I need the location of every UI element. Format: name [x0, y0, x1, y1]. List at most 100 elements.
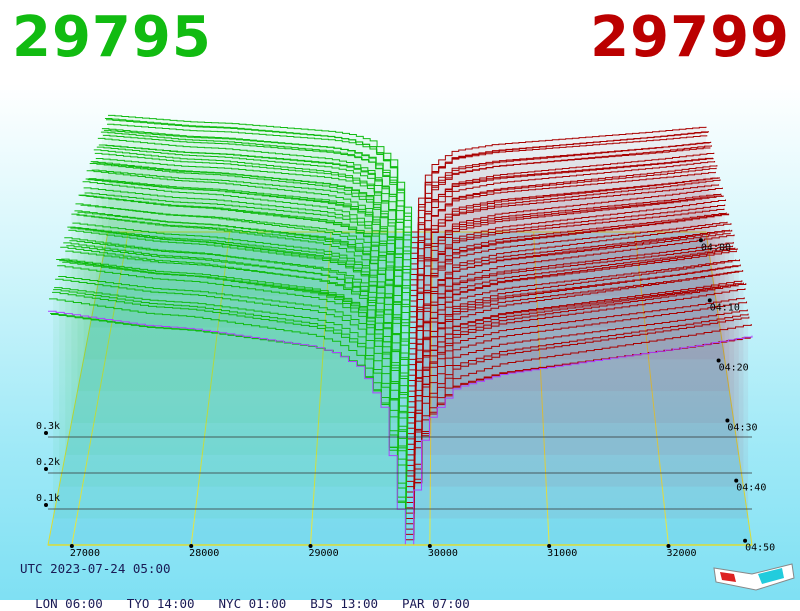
bid-depth-snapshot-35	[72, 222, 409, 418]
time-tick-label-0: 04:00	[701, 242, 731, 253]
bid-depth-snapshot-16	[91, 169, 411, 317]
bid-depth-snapshot-40	[67, 226, 408, 445]
utc-timestamp: UTC 2023-07-24 05:00	[20, 561, 171, 576]
ask-depth-snapshot-3	[411, 131, 709, 249]
ask-depth-snapshot-28	[409, 213, 729, 382]
bid-depth-snapshot-44	[63, 242, 408, 466]
ask-depth-snapshot-32	[408, 223, 732, 403]
ask-depth-snapshot-27	[409, 221, 728, 376]
ask-depth-snapshot-30	[408, 229, 730, 392]
price-tick-label-5: 32000	[666, 548, 696, 559]
bid-depth-snapshot-25	[82, 181, 410, 365]
bid-depth-snapshot-46	[61, 258, 408, 477]
bid-depth-snapshot-7	[100, 131, 412, 270]
ask-depth-snapshot-36	[408, 234, 735, 424]
bid-depth-snapshot-59	[48, 310, 406, 545]
time-tick-dot-2	[716, 358, 721, 363]
grid-line-27000	[71, 231, 129, 546]
ask-depth-snapshot-23	[409, 208, 725, 355]
ask-depth-snapshot-20	[409, 195, 723, 339]
ask-depth-snapshot-37	[408, 247, 736, 429]
bid-price: 29795	[12, 5, 212, 70]
time-tick-label-3: 04:30	[727, 423, 757, 434]
ask-price: 29799	[590, 5, 790, 70]
ask-depth-snapshot-51	[406, 283, 747, 504]
depth-tick-label-0: 0.1k	[36, 493, 60, 504]
bid-depth-snapshot-33	[74, 210, 409, 408]
bid-depth-snapshot-51	[56, 259, 407, 503]
bid-depth-snapshot-0	[108, 114, 413, 232]
ask-depth-snapshot-46	[407, 280, 743, 477]
world-clocks: LON 06:00 TYO 14:00 NYC 01:00 BJS 13:00 PAR …	[20, 581, 494, 611]
grid-line-30000	[429, 231, 433, 546]
ask-depth-snapshot-52	[406, 301, 748, 509]
bid-depth-snapshot-17	[90, 161, 411, 323]
bid-depth-snapshot-23	[84, 192, 410, 355]
price-tick-label-1: 28000	[189, 548, 219, 559]
ask-depth-snapshot-22	[409, 195, 724, 350]
ask-depth-snapshot-12	[410, 171, 716, 297]
time-tick-dot-1	[707, 298, 712, 303]
grid-line-29000	[310, 231, 332, 546]
ask-depth-snapshot-42	[407, 270, 740, 456]
bid-depth-snapshot-4	[103, 129, 412, 254]
bid-depth-snapshot-36	[71, 213, 409, 423]
depth-tick-dot-2	[44, 431, 48, 435]
ask-depth-snapshot-0	[411, 126, 707, 233]
ask-depth-snapshot-59	[405, 335, 753, 546]
bid-depth-snapshot-12	[95, 157, 411, 296]
bid-depth-snapshot-29	[78, 194, 410, 386]
bid-depth-snapshot-57	[50, 312, 407, 535]
ask-depth-snapshot-10	[410, 152, 715, 286]
bid-depth-snapshot-22	[85, 178, 410, 349]
depth-tick-dot-0	[44, 503, 48, 507]
bid-fill-54	[53, 289, 406, 519]
bid-depth-snapshot-55	[52, 291, 407, 524]
bid-depth-snapshot-5	[102, 134, 412, 259]
bid-depth-snapshot-24	[83, 187, 410, 360]
bid-depth-snapshot-27	[80, 204, 410, 376]
ask-depth-snapshot-25	[409, 199, 726, 366]
ask-depth-snapshot-19	[409, 193, 722, 334]
time-tick-dot-0	[698, 238, 703, 243]
ask-depth-snapshot-50	[406, 288, 746, 498]
ask-depth-snapshot-11	[410, 161, 716, 291]
ask-depth-snapshot-43	[407, 259, 741, 461]
bid-depth-snapshot-49	[58, 275, 407, 492]
bid-fill-42	[65, 251, 408, 455]
ask-depth-snapshot-7	[411, 145, 712, 270]
ask-depth-snapshot-6	[411, 141, 712, 265]
ask-depth-snapshot-54	[406, 313, 749, 519]
ask-depth-snapshot-15	[410, 177, 719, 313]
ask-depth-snapshot-35	[408, 242, 734, 419]
bid-depth-snapshot-9	[98, 144, 412, 280]
bid-depth-snapshot-18	[89, 162, 411, 328]
ask-depth-snapshot-38	[408, 259, 737, 435]
price-tick-dot-3	[427, 544, 432, 548]
clock-tokyo: TYO 14:00	[126, 596, 195, 611]
bid-depth-snapshot-14	[93, 149, 411, 307]
ask-depth-snapshot-33	[408, 229, 733, 408]
bid-depth-snapshot-1	[106, 123, 412, 238]
ask-depth-snapshot-9	[411, 158, 714, 281]
ask-depth-snapshot-17	[410, 177, 720, 323]
price-tick-label-2: 29000	[309, 548, 339, 559]
bid-depth-snapshot-54	[53, 289, 407, 519]
bid-depth-snapshot-58	[49, 298, 406, 540]
bid-depth-snapshot-21	[86, 170, 410, 344]
clock-beijing: BJS 13:00	[310, 596, 378, 611]
ask-depth-snapshot-47	[407, 269, 744, 482]
bid-depth-snapshot-41	[66, 245, 408, 450]
bid-fill-36	[71, 214, 408, 423]
bid-depth-snapshot-10	[97, 137, 412, 286]
depth-tick-dot-1	[44, 467, 48, 471]
ask-depth-snapshot-58	[405, 323, 752, 541]
3d-glasses-icon[interactable]	[712, 560, 796, 594]
price-tick-label-3: 30000	[428, 548, 458, 559]
price-tick-dot-0	[69, 544, 74, 548]
time-tick-label-5: 04:50	[745, 543, 775, 554]
ask-depth-snapshot-44	[407, 264, 741, 466]
ask-depth-snapshot-24	[409, 204, 726, 360]
time-tick-dot-5	[743, 538, 748, 543]
